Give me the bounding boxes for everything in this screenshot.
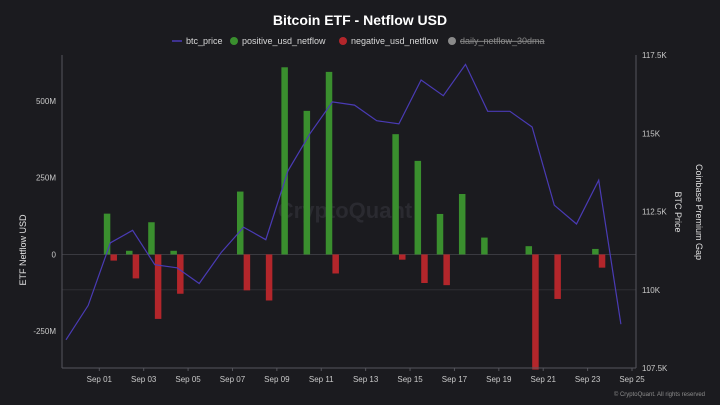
negative-netflow-bar xyxy=(332,254,339,274)
positive-netflow-bar xyxy=(392,134,399,255)
btc-price-series-line xyxy=(65,63,622,341)
right-axis-outer-label: Coinbase Premium Gap xyxy=(694,164,704,260)
x-tick-label: Sep 03 xyxy=(131,375,157,384)
right-tick-label: 115K xyxy=(642,129,661,138)
x-tick-label: Sep 17 xyxy=(442,375,468,384)
legend-label-positive_usd_netflow[interactable]: positive_usd_netflow xyxy=(242,36,326,46)
legend-label-negative_usd_netflow[interactable]: negative_usd_netflow xyxy=(351,36,439,46)
right-tick-label: 112.5K xyxy=(642,208,667,217)
positive-netflow-bar xyxy=(170,250,177,255)
positive-netflow-bar xyxy=(103,213,111,255)
x-tick-label: Sep 23 xyxy=(575,375,601,384)
left-axis-label: ETF Netflow USD xyxy=(18,214,28,286)
right-tick-label: 107.5K xyxy=(642,364,668,373)
x-tick-label: Sep 05 xyxy=(175,375,201,384)
left-tick-label: 0 xyxy=(52,250,57,259)
positive-netflow-bar xyxy=(481,237,488,255)
negative-netflow-bar xyxy=(132,254,140,279)
negative-netflow-bar xyxy=(177,254,184,294)
positive-netflow-bar xyxy=(414,160,422,255)
legend-label-daily_netflow_30dma[interactable]: daily_netflow_30dma xyxy=(460,36,545,46)
axes: 500M 250M 0 -250M 117.5K 115K 112.5K 110K 107.5K… xyxy=(33,51,668,384)
positive-netflow-bar xyxy=(525,246,533,255)
negative-netflow-bar xyxy=(110,254,117,261)
negative-netflow-bar xyxy=(243,254,251,291)
positive-netflow-bar xyxy=(458,194,466,255)
left-tick-label: 250M xyxy=(36,174,56,183)
x-tick-label: Sep 15 xyxy=(397,375,423,384)
negative-netflow-bar xyxy=(554,254,561,299)
positive-netflow-bar xyxy=(436,213,444,255)
bars xyxy=(103,67,606,370)
legend-swatch-positive_usd_netflow xyxy=(230,37,238,45)
x-tick-label: Sep 13 xyxy=(353,375,379,384)
left-tick-label: -250M xyxy=(33,327,56,336)
x-tick-label: Sep 07 xyxy=(220,375,246,384)
negative-netflow-bar xyxy=(421,254,428,283)
negative-netflow-bar xyxy=(399,254,406,260)
watermark: CryptoQuant xyxy=(278,198,413,223)
credit-text: © CryptoQuant. All rights reserved xyxy=(614,391,705,398)
right-tick-label: 117.5K xyxy=(642,51,667,60)
legend-swatch-negative_usd_netflow xyxy=(339,37,347,45)
x-tick-label: Sep 09 xyxy=(264,375,290,384)
negative-netflow-bar xyxy=(443,254,450,286)
negative-netflow-bar xyxy=(154,254,162,319)
negative-netflow-bar xyxy=(598,254,606,268)
x-tick-label: Sep 25 xyxy=(619,375,645,384)
legend-label-btc_price[interactable]: btc_price xyxy=(186,36,223,46)
positive-netflow-bar xyxy=(303,110,311,255)
positive-netflow-bar xyxy=(325,71,333,255)
right-tick-label: 110K xyxy=(642,286,661,295)
positive-netflow-bar xyxy=(126,250,133,255)
legend[interactable]: btc_price positive_usd_netflow negative_us… xyxy=(172,36,545,46)
x-tick-label: Sep 21 xyxy=(531,375,557,384)
positive-netflow-bar xyxy=(281,67,288,255)
right-axis-inner-label: BTC Price xyxy=(673,191,683,232)
positive-netflow-bar xyxy=(236,191,244,255)
positive-netflow-bar xyxy=(592,248,599,255)
x-tick-label: Sep 19 xyxy=(486,375,512,384)
x-tick-label: Sep 11 xyxy=(309,375,334,384)
negative-netflow-bar xyxy=(532,254,539,370)
legend-swatch-daily_netflow_30dma xyxy=(448,37,456,45)
price-line xyxy=(65,63,622,341)
left-tick-label: 500M xyxy=(36,97,56,106)
x-tick-label: Sep 01 xyxy=(87,375,113,384)
positive-netflow-bar xyxy=(148,222,155,255)
chart-title: Bitcoin ETF - Netflow USD xyxy=(273,12,447,28)
grid xyxy=(62,253,636,291)
negative-netflow-bar xyxy=(265,254,273,301)
